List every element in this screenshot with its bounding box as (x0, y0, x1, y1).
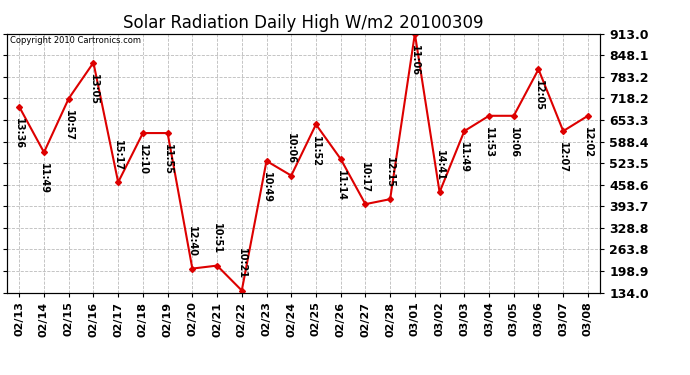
Text: 10:21: 10:21 (237, 248, 247, 279)
Text: 10:17: 10:17 (360, 162, 371, 193)
Text: 11:49: 11:49 (39, 164, 49, 195)
Text: 11:55: 11:55 (163, 144, 172, 175)
Text: 12:05: 12:05 (533, 80, 544, 111)
Text: 14:41: 14:41 (435, 150, 444, 181)
Text: 10:06: 10:06 (286, 134, 296, 165)
Text: 12:15: 12:15 (385, 157, 395, 188)
Text: 10:49: 10:49 (262, 172, 271, 203)
Text: 12:10: 12:10 (138, 144, 148, 175)
Text: Copyright 2010 Cartronics.com: Copyright 2010 Cartronics.com (10, 36, 141, 45)
Text: 10:51: 10:51 (212, 224, 222, 255)
Text: 11:49: 11:49 (460, 142, 469, 173)
Text: 11:14: 11:14 (336, 170, 346, 201)
Text: 13:05: 13:05 (88, 74, 99, 105)
Text: 13:36: 13:36 (14, 118, 24, 149)
Text: 12:40: 12:40 (188, 226, 197, 258)
Text: 12:02: 12:02 (583, 127, 593, 158)
Text: 15:17: 15:17 (113, 140, 123, 171)
Title: Solar Radiation Daily High W/m2 20100309: Solar Radiation Daily High W/m2 20100309 (124, 14, 484, 32)
Text: 11:06: 11:06 (410, 45, 420, 76)
Text: 10:06: 10:06 (509, 127, 519, 158)
Text: 11:52: 11:52 (311, 135, 321, 166)
Text: 10:57: 10:57 (63, 110, 74, 141)
Text: 11:53: 11:53 (484, 127, 494, 158)
Text: 12:07: 12:07 (558, 142, 568, 173)
